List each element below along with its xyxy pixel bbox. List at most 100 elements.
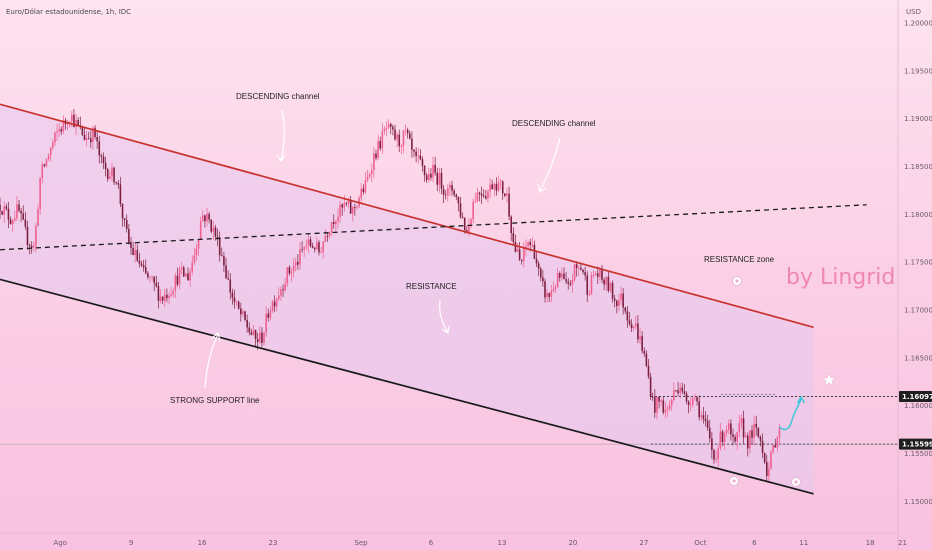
candle-body [123, 218, 126, 221]
candle-body [406, 129, 409, 134]
candle-body [60, 129, 63, 132]
candle-body [561, 273, 563, 278]
candle-body [700, 415, 703, 418]
candle-body [396, 134, 398, 140]
candle-body [620, 293, 622, 300]
candle-body [664, 409, 667, 413]
annotation-label: DESCENDING channel [236, 92, 320, 101]
time-tick-label: 18 [866, 539, 875, 547]
candle-body [96, 136, 98, 142]
candle-body [415, 151, 417, 156]
time-tick-label: 23 [269, 539, 278, 547]
projection-path [778, 395, 806, 431]
candle-body [121, 204, 124, 219]
candle-body [136, 249, 139, 261]
candle-body [311, 245, 314, 248]
candle-body [696, 397, 698, 402]
candle-body [157, 286, 160, 301]
candle-body [37, 209, 39, 226]
candle-body [510, 216, 512, 234]
time-tick-label: 6 [429, 539, 434, 547]
candle-body [193, 254, 196, 263]
candle-body [87, 137, 90, 139]
candle-body [434, 164, 436, 173]
candle-body [711, 438, 713, 451]
chart-title: Euro/Dólar estadounidense, 1h, IDC [6, 8, 131, 16]
candle-body [326, 236, 329, 237]
candle-body [254, 330, 257, 340]
annotation-resistance-zone: RESISTANCE zone [704, 255, 775, 286]
candle-body [106, 169, 109, 179]
annotation-resistance: RESISTANCE [406, 282, 457, 335]
candle-body [94, 127, 96, 137]
candle-body [282, 289, 284, 291]
candle-body [322, 241, 324, 252]
candle-body [195, 248, 198, 255]
candle-body [49, 147, 52, 156]
candle-body [413, 149, 415, 152]
candle-body [736, 431, 739, 442]
candle-body [32, 245, 35, 248]
candle-body [201, 215, 204, 222]
candle-body [43, 164, 46, 167]
candle-body [601, 270, 603, 280]
candle-body [16, 204, 18, 219]
candle-body [432, 164, 434, 178]
candle-body [687, 401, 690, 406]
candle-body [618, 299, 620, 306]
candle-body [474, 201, 477, 202]
trendline-upper [0, 103, 814, 329]
candle-body [398, 134, 401, 147]
candle-body [417, 155, 420, 157]
candle-body [487, 191, 489, 199]
price-tick-label: 1.18500 [904, 163, 932, 171]
candle-body [223, 256, 225, 266]
price-tick-label: 1.16500 [904, 354, 932, 362]
candle-body [109, 176, 111, 179]
time-tick-label: 21 [898, 539, 907, 547]
candle-body [514, 242, 517, 252]
annotation-descending-1: DESCENDING channel [236, 92, 320, 163]
candle-body [552, 289, 555, 291]
candle-body [375, 153, 377, 159]
candle-body [567, 281, 570, 284]
candle-body [440, 172, 443, 189]
candle-body [504, 193, 506, 196]
candle-body [320, 251, 322, 253]
candle-body [104, 162, 107, 170]
price-tick-label: 1.19500 [904, 67, 932, 75]
candle-body [400, 146, 403, 147]
candle-body [588, 294, 591, 296]
candle-body [449, 184, 451, 189]
time-axis[interactable]: Ago 9 16 23 Sep 6 13 20 27 Oct 6 11 18 21 [0, 532, 907, 547]
candle-body [571, 279, 574, 285]
price-tick-label: 1.15000 [904, 498, 932, 506]
price-axis[interactable]: 1.20000 1.19500 1.19000 1.18500 1.18000 1.175… [897, 0, 932, 550]
candle-body [90, 138, 92, 143]
trend-lines[interactable] [0, 103, 867, 495]
time-tick-label: 20 [568, 539, 577, 547]
candle-body [170, 294, 172, 296]
candle-body [313, 247, 316, 250]
candle-body [765, 462, 768, 477]
candle-body [772, 445, 774, 452]
target-star-icon [821, 372, 837, 387]
channel-fill [0, 104, 814, 494]
candle-body [755, 423, 758, 428]
candle-body [685, 393, 688, 402]
candle-body [252, 330, 255, 335]
candle-body [761, 440, 764, 454]
candle-body [335, 221, 337, 225]
candle-body [199, 221, 202, 240]
candle-body [668, 405, 671, 409]
candle-body [330, 221, 333, 232]
candle-body [7, 208, 10, 220]
time-tick-label: 16 [198, 539, 207, 547]
candle-body [501, 181, 504, 194]
candle-body [768, 468, 770, 477]
candle-body [428, 173, 430, 181]
candle-body [318, 242, 320, 253]
candle-body [360, 188, 363, 199]
candle-body [635, 323, 637, 327]
